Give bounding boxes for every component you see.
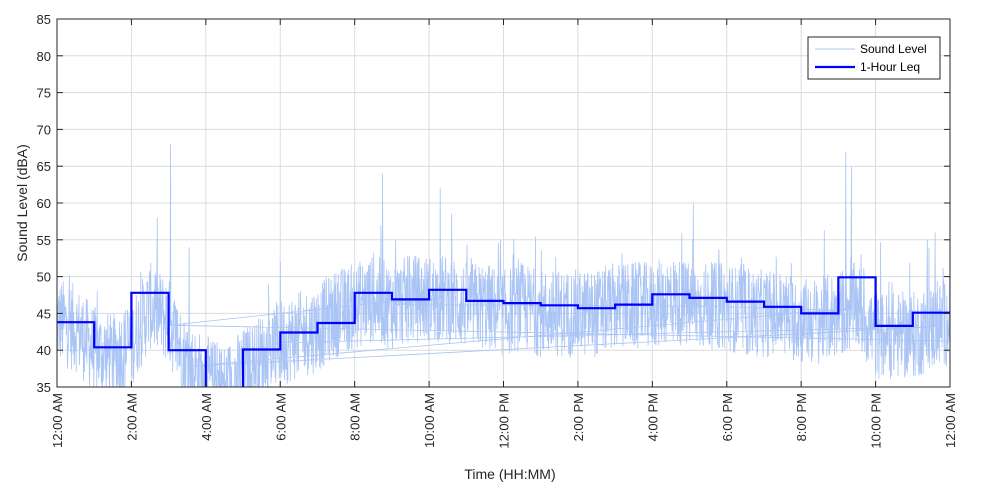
y-tick-label-50: 50 bbox=[37, 270, 51, 285]
y-tick-label-55: 55 bbox=[37, 233, 51, 248]
y-axis: 35 40 45 50 55 60 65 70 75 80 85 bbox=[37, 12, 950, 395]
legend-label-leq: 1-Hour Leq bbox=[860, 60, 920, 74]
y-tick-label-80: 80 bbox=[37, 49, 51, 64]
x-tick-label-10: 8:00 PM bbox=[794, 393, 809, 441]
x-axis: 12:00 AM 2:00 AM 4:00 AM 6:00 AM 8:00 AM 10:0… bbox=[50, 19, 958, 449]
x-tick-label-0: 12:00 AM bbox=[50, 393, 65, 448]
y-tick-label-40: 40 bbox=[37, 343, 51, 358]
x-axis-label: Time (HH:MM) bbox=[464, 466, 555, 482]
x-tick-label-9: 6:00 PM bbox=[720, 393, 735, 441]
x-tick-label-1: 2:00 AM bbox=[124, 393, 139, 441]
y-tick-label-65: 65 bbox=[37, 159, 51, 174]
legend-box bbox=[807, 36, 941, 80]
legend-label-sound-level: Sound Level bbox=[860, 42, 927, 56]
x-tick-label-7: 2:00 PM bbox=[571, 393, 586, 441]
y-tick-label-60: 60 bbox=[37, 196, 51, 211]
x-tick-label-5: 10:00 AM bbox=[422, 393, 437, 448]
x-tick-label-2: 4:00 AM bbox=[199, 393, 214, 441]
legend: Sound Level 1-Hour Leq bbox=[807, 36, 941, 80]
y-tick-label-75: 75 bbox=[37, 86, 51, 101]
sound-level-series bbox=[57, 144, 950, 387]
x-tick-label-11: 10:00 PM bbox=[869, 393, 884, 449]
x-tick-label-3: 6:00 AM bbox=[273, 393, 288, 441]
x-tick-label-6: 12:00 PM bbox=[497, 393, 512, 449]
x-tick-label-4: 8:00 AM bbox=[348, 393, 363, 441]
y-tick-label-45: 45 bbox=[37, 306, 51, 321]
y-axis-label: Sound Level (dBA) bbox=[14, 144, 30, 262]
x-tick-label-8: 4:00 PM bbox=[645, 393, 660, 441]
x-tick-label-12: 12:00 AM bbox=[943, 393, 958, 448]
y-tick-label-85: 85 bbox=[37, 12, 51, 27]
y-tick-label-35: 35 bbox=[37, 380, 51, 395]
y-tick-label-70: 70 bbox=[37, 122, 51, 137]
